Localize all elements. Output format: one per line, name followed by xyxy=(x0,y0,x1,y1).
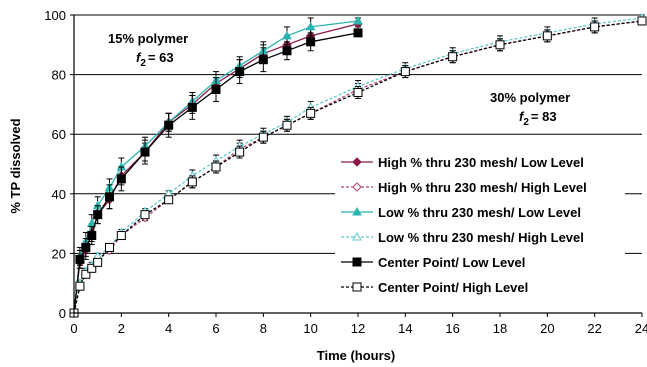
legend: High % thru 230 mesh/ Low Level High % t… xyxy=(335,154,625,304)
data-point xyxy=(75,254,85,264)
data-point xyxy=(258,55,268,65)
annotation-15-polymer: 15% polymer xyxy=(108,31,188,46)
data-point xyxy=(353,15,363,25)
data-point xyxy=(306,108,316,118)
data-point xyxy=(353,87,363,97)
data-point xyxy=(187,102,197,112)
data-point xyxy=(93,210,103,220)
data-point xyxy=(306,37,316,47)
legend-label-5: Center Point/ Low Level xyxy=(378,255,525,270)
y-tick-label: 0 xyxy=(59,306,66,321)
series-layer xyxy=(69,12,647,318)
legend-marker xyxy=(352,206,362,216)
y-tick-label: 100 xyxy=(44,8,66,23)
x-tick-label: 18 xyxy=(493,321,507,336)
legend-label-4: Low % thru 230 mesh/ High Level xyxy=(378,230,584,245)
x-tick-label: 4 xyxy=(165,321,172,336)
data-point xyxy=(75,281,85,291)
data-point xyxy=(282,46,292,56)
data-point xyxy=(87,263,97,273)
data-point xyxy=(164,120,174,130)
data-point xyxy=(140,147,150,157)
data-point xyxy=(116,231,126,241)
data-point xyxy=(542,31,552,41)
legend-entry-1: High % thru 230 mesh/ Low Level xyxy=(341,155,584,170)
legend-marker xyxy=(352,282,362,292)
legend-marker xyxy=(352,231,362,241)
x-tick-label: 0 xyxy=(70,321,77,336)
data-point xyxy=(116,174,126,184)
data-point xyxy=(590,22,600,32)
data-point xyxy=(258,132,268,142)
y-tick-label: 60 xyxy=(52,127,66,142)
data-point xyxy=(93,257,103,267)
data-point xyxy=(400,67,410,77)
data-point xyxy=(495,40,505,50)
data-point xyxy=(105,192,114,202)
data-point xyxy=(187,177,197,187)
legend-marker xyxy=(352,182,362,192)
series-5 xyxy=(69,28,363,318)
y-tick-label: 20 xyxy=(52,246,66,261)
legend-box xyxy=(335,154,625,304)
x-tick-label: 8 xyxy=(260,321,267,336)
data-point xyxy=(87,231,97,241)
legend-entry-2: High % thru 230 mesh/ High Level xyxy=(341,180,587,195)
data-point xyxy=(235,67,245,77)
x-tick-label: 12 xyxy=(351,321,365,336)
legend-entry-4: Low % thru 230 mesh/ High Level xyxy=(341,230,584,245)
x-axis-title: Time (hours) xyxy=(317,348,396,363)
legend-marker xyxy=(352,257,362,267)
x-tick-label: 16 xyxy=(445,321,459,336)
data-point xyxy=(448,52,458,62)
data-point xyxy=(81,269,91,279)
series-line xyxy=(73,20,643,314)
y-tick-label: 80 xyxy=(52,68,66,83)
x-tick-label: 20 xyxy=(540,321,554,336)
legend-label-6: Center Point/ High Level xyxy=(378,280,528,295)
annotation-30-f2: f2 = 83 xyxy=(519,109,557,128)
legend-label-2: High % thru 230 mesh/ High Level xyxy=(378,180,587,195)
x-tick-label: 10 xyxy=(303,321,317,336)
legend-entry-6: Center Point/ High Level xyxy=(341,280,528,295)
y-axis-title: % TP dissolved xyxy=(8,118,23,213)
data-point xyxy=(235,147,245,157)
data-point xyxy=(353,28,363,38)
y-tick-label: 40 xyxy=(52,187,66,202)
data-point xyxy=(164,195,174,205)
data-point xyxy=(81,242,91,252)
legend-entry-5: Center Point/ Low Level xyxy=(341,255,525,270)
x-tick-label: 22 xyxy=(587,321,601,336)
data-point xyxy=(282,30,292,40)
legend-marker xyxy=(352,157,362,167)
x-tick-label: 6 xyxy=(212,321,219,336)
data-point xyxy=(105,242,114,252)
legend-entry-3: Low % thru 230 mesh/ Low Level xyxy=(341,205,581,220)
x-tick-label: 24 xyxy=(635,321,647,336)
x-tick-label: 2 xyxy=(118,321,125,336)
data-point xyxy=(211,162,221,172)
x-tick-label: 14 xyxy=(398,321,412,336)
legend-label-3: Low % thru 230 mesh/ Low Level xyxy=(378,205,581,220)
series-line xyxy=(73,32,359,314)
data-point xyxy=(305,21,316,31)
data-point xyxy=(211,85,221,94)
annotation-15-f2: f2 = 63 xyxy=(136,50,174,69)
annotation-30-polymer: 30% polymer xyxy=(490,90,570,105)
data-point xyxy=(282,120,292,130)
data-point xyxy=(637,16,647,26)
data-point xyxy=(140,210,150,220)
legend-label-1: High % thru 230 mesh/ Low Level xyxy=(378,155,584,170)
